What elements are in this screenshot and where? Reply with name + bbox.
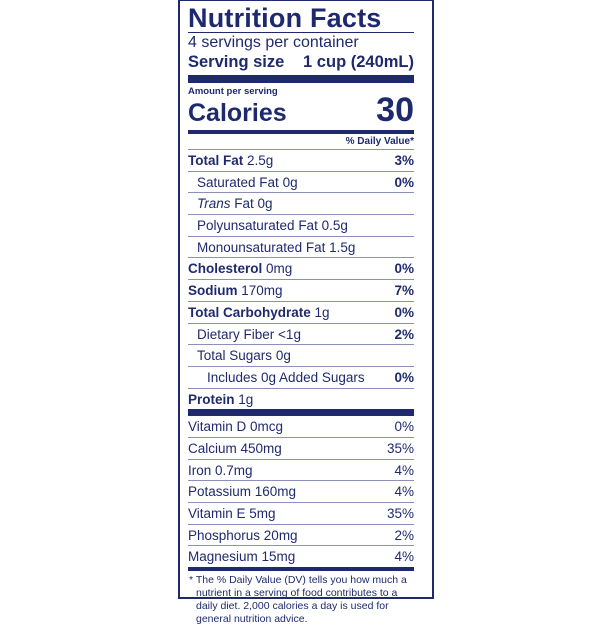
serving-size-value: 1 cup (240mL) [303,53,414,71]
nutrient-row-dietary-fiber: Dietary Fiber <1g 2% [188,322,414,345]
nutrient-amount: 0mg [266,261,293,277]
amount-per-serving: Amount per serving [188,86,278,97]
vitamin-text: Calcium 450mg [188,440,282,456]
calories-label: Calories [188,99,287,127]
nutrient-amount: <1g [278,326,301,342]
nutrient-name: Polyunsaturated Fat [197,218,318,234]
thick-divider [188,409,414,417]
nutrient-row-polyunsaturated-fat: Polyunsaturated Fat 0.5g [188,214,414,236]
nutrient-amount: 1.5g [329,239,356,255]
nutrient-row-total-fat: Total Fat 2.5g 3% [188,149,414,171]
vitamin-row: Iron 0.7mg 4% [188,458,414,481]
vitamin-text: Potassium 160mg [188,484,297,500]
footnote: * The % Daily Value (DV) tells you how m… [189,574,407,626]
vitamin-row: Calcium 450mg 35% [188,436,414,459]
vitamin-text: Phosphorus 20mg [188,527,298,543]
nutrient-dv: 0% [394,174,414,190]
nutrient-amount: Fat 0g [234,196,273,212]
medium-divider [188,567,414,572]
vitamin-dv: 35% [386,440,414,456]
nutrient-amount: 0g [282,174,298,190]
nutrient-dv: 0% [394,369,414,385]
nutrient-name: Sodium [188,283,238,299]
nutrient-name: Cholesterol [188,261,263,277]
nutrient-row-total-sugars: Total Sugars 0g [188,344,414,366]
nutrient-dv: 0% [394,261,414,277]
divider [188,32,414,33]
vitamin-row: Potassium 160mg 4% [188,480,414,502]
vitamin-text: Magnesium 15mg [188,549,296,565]
nutrient-row-monounsaturated-fat: Monounsaturated Fat 1.5g [188,235,414,258]
vitamin-text: Iron 0.7mg [188,462,253,478]
nutrient-row-trans-fat: Trans Fat 0g [188,192,414,214]
vitamin-text: Vitamin D 0mcg [188,419,284,435]
nutrient-amount: 2.5g [247,153,274,168]
vitamin-text: Vitamin E 5mg [188,506,276,521]
nutrient-name: Protein [188,391,235,407]
thick-divider [188,75,414,83]
vitamin-row: Vitamin D 0mcg 0% [188,416,414,437]
nutrient-name: Saturated Fat [197,174,279,190]
serving-size: Serving size 1 cup (240mL) [188,52,414,74]
vitamin-row: Phosphorus 20mg 2% [188,523,414,546]
vitamin-dv: 0% [394,419,414,435]
nutrient-amount: 170mg [241,283,283,299]
nutrient-amount: 0.5g [321,218,348,234]
nutrient-name: Dietary Fiber [197,326,275,342]
nutrient-row-saturated-fat: Saturated Fat 0g 0% [188,170,414,193]
nutrient-row-sodium: Sodium 170mg 7% [188,279,414,301]
serving-size-label: Serving size [188,53,285,71]
calories-row: Calories 30 [188,93,414,127]
nutrient-row-protein: Protein 1g [188,387,414,410]
nutrient-dv: 2% [394,326,414,342]
servings-per-container: 4 servings per container [188,34,359,51]
nutrient-name: Total Sugars [197,348,273,364]
vitamin-dv: 2% [394,527,414,543]
nutrient-name: Monounsaturated Fat [197,239,326,255]
label-title: Nutrition Facts [188,3,382,33]
nutrient-name: Includes 0g Added Sugars [207,369,365,385]
nutrient-dv: 7% [394,283,414,299]
nutrient-name: Total Fat [188,153,244,168]
vitamin-dv: 35% [386,506,414,521]
nutrient-name: Total Carbohydrate [188,304,311,320]
nutrient-row-total-carbohydrate: Total Carbohydrate 1g 0% [188,300,414,323]
vitamin-row: Vitamin E 5mg 35% [188,502,414,524]
nutrient-amount: 1g [314,304,330,320]
nutrient-amount: 0g [275,348,291,364]
nutrient-dv: 3% [394,153,414,168]
nutrient-row-added-sugars: Includes 0g Added Sugars 0% [188,365,414,388]
medium-divider [188,130,414,134]
vitamin-dv: 4% [394,462,414,478]
vitamin-row: Magnesium 15mg 4% [188,545,414,567]
nutrient-row-cholesterol: Cholesterol 0mg 0% [188,257,414,279]
nutrient-dv: 0% [394,304,414,320]
nutrient-amount: 1g [238,391,254,407]
vitamin-dv: 4% [394,549,414,565]
nutrient-name: Trans [197,196,231,212]
nutrition-facts-label: Nutrition Facts 4 servings per container… [178,0,434,625]
calories-value: 30 [376,91,414,129]
vitamin-dv: 4% [394,484,414,500]
daily-value-header: % Daily Value* [345,136,414,147]
